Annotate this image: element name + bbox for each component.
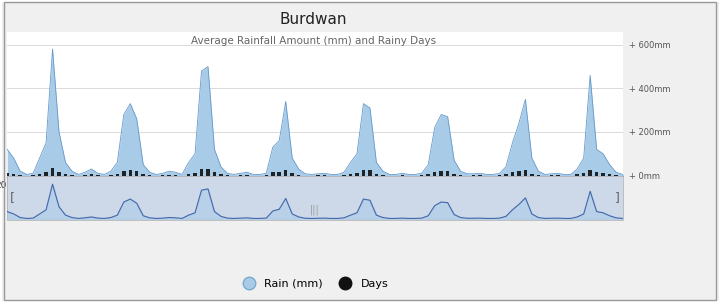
Bar (45, 172, 48, 175)
Bar (426, 174, 430, 175)
Bar (7, 175, 623, 220)
Bar (504, 174, 508, 175)
Text: [: [ (10, 191, 15, 204)
Bar (348, 174, 352, 175)
Bar (433, 172, 436, 175)
Bar (660, 172, 663, 175)
Bar (12, 174, 15, 175)
Bar (582, 173, 585, 175)
Bar (439, 171, 443, 175)
Bar (679, 173, 683, 175)
Bar (530, 174, 534, 175)
Bar (374, 174, 378, 175)
Bar (601, 173, 605, 175)
Bar (128, 170, 132, 175)
Bar (446, 171, 449, 175)
Bar (277, 172, 281, 175)
Bar (672, 170, 676, 175)
Bar (290, 173, 294, 175)
Bar (271, 172, 274, 175)
Legend: Rain (mm), Days: Rain (mm), Days (233, 275, 393, 294)
Bar (361, 170, 365, 175)
Bar (608, 174, 611, 175)
Bar (575, 174, 579, 175)
Bar (588, 170, 592, 175)
Bar (517, 171, 521, 175)
Bar (64, 174, 67, 175)
Bar (90, 174, 93, 175)
Bar (355, 173, 359, 175)
Bar (523, 170, 527, 175)
Bar (452, 174, 456, 175)
Bar (212, 172, 216, 175)
Bar (193, 173, 197, 175)
Bar (206, 169, 210, 175)
Bar (6, 173, 9, 175)
Bar (51, 169, 54, 175)
Bar (595, 172, 598, 175)
Text: ]: ] (615, 191, 620, 204)
Bar (666, 172, 670, 175)
Bar (368, 170, 372, 175)
Bar (38, 174, 41, 175)
Bar (122, 171, 125, 175)
Bar (284, 170, 287, 175)
Bar (186, 174, 190, 175)
Bar (141, 174, 145, 175)
Text: Average Rainfall Amount (mm) and Rainy Days: Average Rainfall Amount (mm) and Rainy D… (191, 36, 436, 46)
Bar (135, 171, 138, 175)
Bar (58, 172, 60, 175)
Bar (199, 169, 203, 175)
Bar (653, 174, 657, 175)
Bar (116, 174, 119, 175)
Text: Burdwan: Burdwan (279, 12, 347, 27)
Bar (510, 172, 514, 175)
Text: |||: ||| (310, 204, 320, 215)
Bar (219, 174, 222, 175)
